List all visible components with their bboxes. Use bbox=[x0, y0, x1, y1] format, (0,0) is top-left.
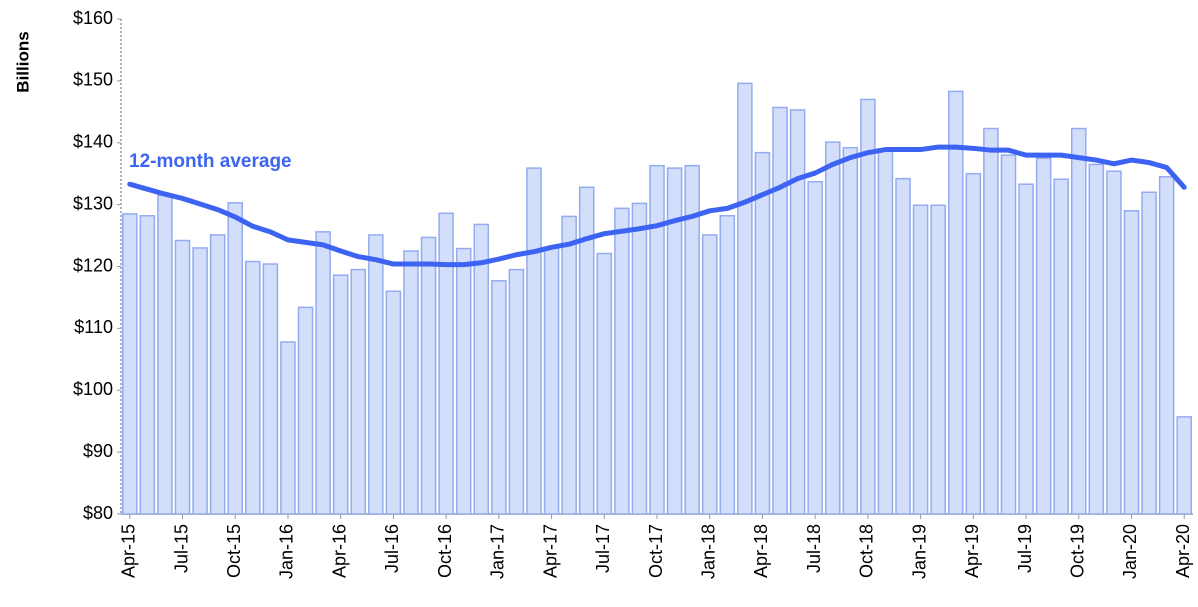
x-tick-label: Oct-17 bbox=[646, 524, 666, 578]
x-tick-label: Oct-19 bbox=[1068, 524, 1088, 578]
bar bbox=[666, 167, 683, 515]
bar bbox=[122, 213, 138, 515]
y-tick-label: $120 bbox=[73, 255, 113, 275]
y-tick-label: $130 bbox=[73, 193, 113, 213]
x-tick-label: Oct-15 bbox=[224, 524, 244, 578]
bar bbox=[930, 204, 946, 515]
x-tick-label: Apr-19 bbox=[962, 524, 982, 578]
bar bbox=[701, 234, 718, 515]
x-tick-label: Jan-20 bbox=[1120, 524, 1140, 579]
y-tick-label: $80 bbox=[83, 503, 113, 523]
bar bbox=[807, 180, 823, 515]
x-tick-label: Jul-16 bbox=[382, 524, 402, 573]
x-tick-label: Apr-18 bbox=[751, 524, 771, 578]
bar bbox=[842, 146, 859, 515]
bar bbox=[895, 177, 911, 515]
x-tick-label: Oct-18 bbox=[857, 524, 877, 578]
y-axis-label: Billions bbox=[13, 31, 32, 92]
bar bbox=[245, 260, 261, 515]
y-tick-label: $140 bbox=[73, 132, 113, 152]
bar bbox=[350, 268, 367, 515]
bar bbox=[1158, 176, 1175, 515]
bar bbox=[684, 164, 700, 515]
bar bbox=[209, 234, 226, 515]
bar bbox=[332, 274, 349, 515]
x-tick-label: Apr-16 bbox=[329, 524, 349, 578]
bar bbox=[543, 247, 560, 515]
bar bbox=[719, 215, 736, 515]
x-tick-label: Apr-15 bbox=[119, 524, 139, 578]
bar bbox=[824, 141, 841, 515]
x-tick-label: Jan-18 bbox=[698, 524, 718, 579]
x-tick-label: Jul-19 bbox=[1015, 524, 1035, 573]
bar bbox=[491, 279, 507, 515]
bar bbox=[561, 215, 577, 515]
bar bbox=[631, 202, 648, 515]
bar bbox=[297, 306, 314, 515]
bar bbox=[174, 239, 191, 515]
x-tick-label: Jul-17 bbox=[593, 524, 613, 573]
bar bbox=[1053, 178, 1069, 515]
x-tick-label: Jul-18 bbox=[804, 524, 824, 573]
bar bbox=[860, 98, 876, 515]
bar bbox=[280, 341, 296, 515]
bar bbox=[965, 172, 982, 515]
bar bbox=[438, 212, 454, 515]
bar bbox=[315, 231, 331, 515]
bar bbox=[947, 90, 964, 515]
x-tick-label: Apr-17 bbox=[540, 524, 560, 578]
bar bbox=[614, 207, 630, 515]
bar bbox=[385, 290, 402, 515]
x-tick-label: Jan-17 bbox=[488, 524, 508, 579]
x-tick-label: Jan-16 bbox=[277, 524, 297, 579]
annotation: 12-month average bbox=[129, 151, 292, 172]
bar bbox=[789, 109, 806, 515]
x-tick-label: Oct-16 bbox=[435, 524, 455, 578]
y-tick-label: $160 bbox=[73, 8, 113, 28]
bar bbox=[1000, 154, 1017, 515]
y-tick-label: $100 bbox=[73, 379, 113, 399]
bar bbox=[473, 223, 490, 515]
y-tick-label: $150 bbox=[73, 70, 113, 90]
bar bbox=[368, 234, 384, 515]
bar bbox=[526, 167, 542, 515]
bar bbox=[912, 204, 929, 515]
x-tick-label: Jul-15 bbox=[171, 524, 191, 573]
bar bbox=[508, 268, 525, 515]
bar bbox=[403, 250, 419, 515]
bar bbox=[455, 247, 472, 515]
bar bbox=[262, 263, 279, 515]
bar bbox=[420, 236, 437, 515]
x-tick-label: Apr-20 bbox=[1173, 524, 1193, 578]
bar bbox=[754, 151, 771, 515]
bar bbox=[649, 164, 665, 515]
bar bbox=[1176, 416, 1192, 515]
bar bbox=[578, 186, 595, 515]
bar bbox=[737, 82, 753, 515]
average-line bbox=[127, 144, 1187, 268]
bar bbox=[772, 106, 788, 515]
bar bbox=[1141, 191, 1157, 515]
bar bbox=[1123, 210, 1140, 515]
bar bbox=[1088, 163, 1105, 515]
bar bbox=[139, 215, 156, 515]
y-tick-label: $110 bbox=[74, 317, 113, 337]
y-tick-label: $90 bbox=[83, 441, 113, 461]
bar bbox=[157, 194, 173, 515]
bar bbox=[596, 252, 613, 515]
bar bbox=[983, 127, 999, 515]
bar bbox=[877, 148, 894, 515]
x-tick-label: Jan-19 bbox=[909, 524, 929, 579]
bar bbox=[227, 202, 244, 515]
bar bbox=[192, 247, 208, 515]
bar bbox=[1035, 157, 1052, 515]
bar bbox=[1106, 170, 1122, 515]
bar bbox=[1018, 183, 1034, 515]
bar bbox=[1070, 127, 1087, 515]
